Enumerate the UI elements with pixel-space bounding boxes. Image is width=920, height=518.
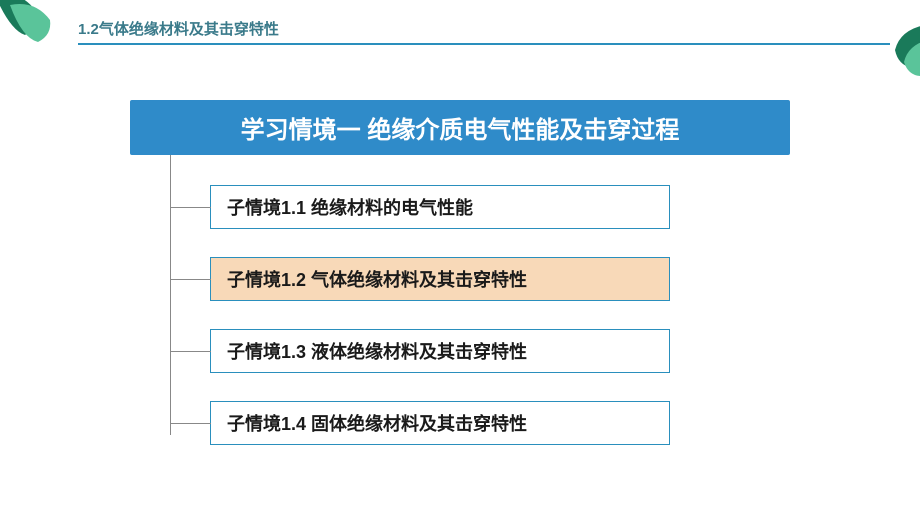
sub-item-2: 子情境1.2 气体绝缘材料及其击穿特性 <box>210 257 670 301</box>
sub-item-3: 子情境1.3 液体绝缘材料及其击穿特性 <box>210 329 670 373</box>
sub-item-1-label: 子情境1.1 绝缘材料的电气性能 <box>227 198 473 218</box>
sub-item-1: 子情境1.1 绝缘材料的电气性能 <box>210 185 670 229</box>
leaf-decoration-right <box>890 20 920 80</box>
sub-item-3-label: 子情境1.3 液体绝缘材料及其击穿特性 <box>227 342 527 362</box>
main-title-box: 学习情境一 绝缘介质电气性能及击穿过程 <box>130 100 790 155</box>
main-title-text: 学习情境一 绝缘介质电气性能及击穿过程 <box>241 117 680 144</box>
tree-container: 子情境1.1 绝缘材料的电气性能 子情境1.2 气体绝缘材料及其击穿特性 子情境… <box>130 185 790 445</box>
sub-item-4: 子情境1.4 固体绝缘材料及其击穿特性 <box>210 401 670 445</box>
sub-item-4-label: 子情境1.4 固体绝缘材料及其击穿特性 <box>227 414 527 434</box>
breadcrumb-text: 1.2气体绝缘材料及其击穿特性 <box>78 21 279 38</box>
sub-item-2-label: 子情境1.2 气体绝缘材料及其击穿特性 <box>227 270 527 290</box>
diagram-container: 学习情境一 绝缘介质电气性能及击穿过程 子情境1.1 绝缘材料的电气性能 子情境… <box>130 100 790 473</box>
header-bar: 1.2气体绝缘材料及其击穿特性 <box>78 18 890 45</box>
leaf-decoration-top-left <box>0 0 60 50</box>
